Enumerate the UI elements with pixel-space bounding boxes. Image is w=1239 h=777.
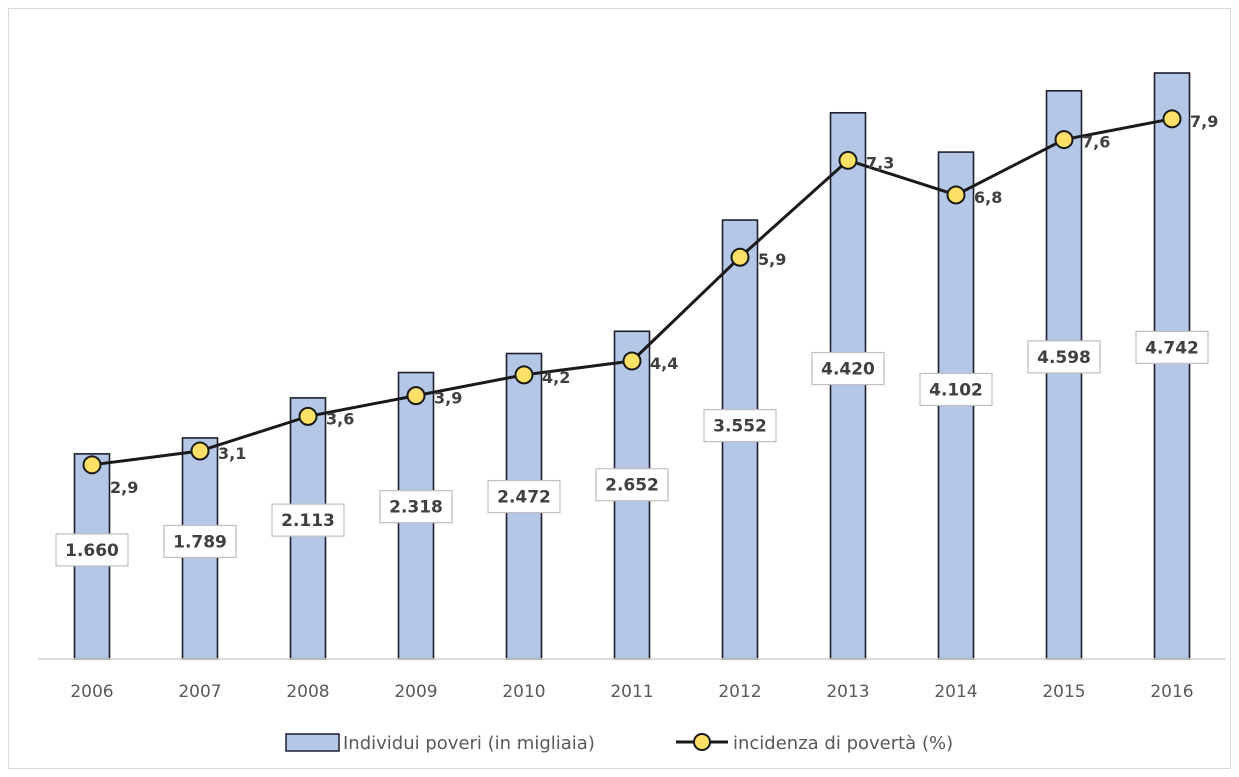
x-tick-2008: 2008 <box>286 682 329 702</box>
x-tick-2010: 2010 <box>502 682 545 702</box>
incidence-point-2010 <box>514 365 534 385</box>
legend-bar-label: Individui poveri (in migliaia) <box>343 733 595 754</box>
incidence-label-2013: 7,3 <box>866 153 894 172</box>
x-tick-2015: 2015 <box>1042 682 1085 702</box>
x-tick-2012: 2012 <box>718 682 761 702</box>
incidence-point-2014 <box>946 185 966 205</box>
incidence-label-2014: 6,8 <box>974 188 1002 207</box>
legend-line-label: incidenza di povertà (%) <box>733 733 953 754</box>
legend-bar-swatch <box>285 733 340 752</box>
bar-2016 <box>1153 72 1191 660</box>
line-layer <box>82 109 1182 475</box>
bar-label-2011: 2.652 <box>605 476 659 496</box>
x-tick-2011: 2011 <box>610 682 653 702</box>
bar-label-2010: 2.472 <box>497 488 551 508</box>
bar-label-2015: 4.598 <box>1037 348 1091 368</box>
bar-label-2013: 4.420 <box>821 360 875 380</box>
bar-label-box-2006 <box>55 533 129 567</box>
incidence-label-2010: 4,2 <box>542 368 570 387</box>
incidence-point-2007 <box>190 441 210 461</box>
bar-label-2008: 2.113 <box>281 511 335 531</box>
incidence-label-2016: 7,9 <box>1190 112 1218 131</box>
bar-2015 <box>1045 89 1083 660</box>
incidence-point-2008 <box>298 406 318 426</box>
incidence-label-2012: 5,9 <box>758 250 786 269</box>
ticks-layer: 2006 2007 2008 2009 2010 2011 2012 2013 2014 2015… <box>70 682 1193 702</box>
bar-label-box-2016 <box>1135 330 1209 364</box>
bar-label-box-2009 <box>379 490 453 524</box>
bar-label-box-2014 <box>919 372 993 407</box>
bar-label-2007: 1.789 <box>173 532 227 552</box>
incidence-point-2015 <box>1054 130 1074 150</box>
incidence-label-2008: 3,6 <box>326 409 354 428</box>
bar-label-box-2013 <box>811 351 885 386</box>
incidence-label-2015: 7,6 <box>1082 133 1110 152</box>
bar-labels-layer: 1.660 1.789 2.113 2.318 2.472 2.652 3.552 4.420… <box>55 330 1209 567</box>
bar-2013 <box>829 111 867 660</box>
incidence-label-2009: 3,9 <box>434 389 462 408</box>
incidence-label-2011: 4,4 <box>650 354 678 373</box>
x-tick-2014: 2014 <box>934 682 977 702</box>
x-tick-2006: 2006 <box>70 682 113 702</box>
bar-label-2006: 1.660 <box>65 541 119 561</box>
bar-label-box-2010 <box>487 479 561 514</box>
incidence-point-2016 <box>1162 109 1182 129</box>
x-tick-2009: 2009 <box>394 682 437 702</box>
x-tick-2013: 2013 <box>826 682 869 702</box>
bar-label-box-2012 <box>703 408 777 443</box>
x-tick-2007: 2007 <box>178 682 221 702</box>
bar-label-box-2008 <box>271 503 345 537</box>
x-tick-2016: 2016 <box>1150 682 1193 702</box>
incidence-point-2006 <box>82 455 102 475</box>
incidence-point-2013 <box>838 150 858 170</box>
bar-label-box-2011 <box>595 468 669 502</box>
bar-label-2014: 4.102 <box>929 380 983 400</box>
incidence-label-2007: 3,1 <box>218 444 246 463</box>
incidence-point-2009 <box>406 386 426 406</box>
bar-label-box-2015 <box>1027 340 1101 374</box>
bar-label-2016: 4.742 <box>1145 338 1199 358</box>
bar-label-2009: 2.318 <box>389 498 443 518</box>
incidence-point-2012 <box>730 247 750 267</box>
line-labels-layer: 2,9 3,1 3,6 3,9 4,2 4,4 5,9 7,3 6,8 7,6 7,9 <box>110 112 1218 497</box>
bar-label-2012: 3.552 <box>713 417 767 437</box>
legend: Individui poveri (in migliaia) incidenza… <box>285 733 953 754</box>
incidence-label-2006: 2,9 <box>110 478 138 497</box>
incidence-point-2011 <box>622 351 642 371</box>
bar-label-box-2007 <box>163 524 237 559</box>
legend-line-marker <box>693 733 711 751</box>
